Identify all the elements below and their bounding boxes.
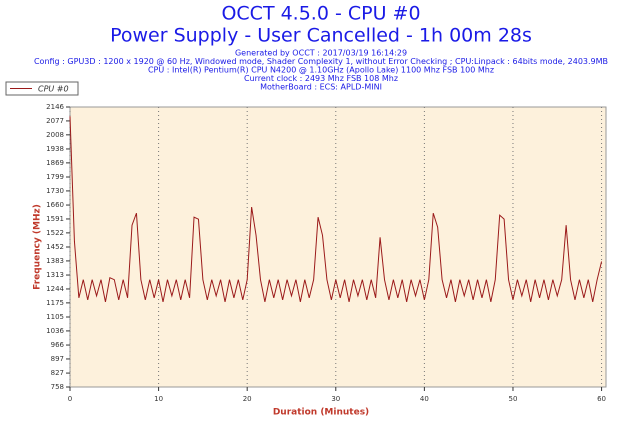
- y-axis-label: Frequency (MHz): [33, 204, 43, 290]
- info-line: Current clock : 2493 Mhz FSB 108 Mhz: [244, 74, 398, 83]
- info-line: Generated by OCCT : 2017/03/19 16:14:29: [235, 49, 407, 58]
- info-line: Config : GPU3D : 1200 x 1920 @ 60 Hz, Wi…: [34, 57, 608, 66]
- y-tick-label: 1869: [46, 159, 64, 167]
- y-tick-label: 1036: [46, 327, 64, 335]
- y-tick-label: 1938: [46, 145, 64, 153]
- y-tick-label: 1660: [46, 201, 64, 209]
- y-tick-label: 827: [51, 369, 64, 377]
- y-tick-label: 1244: [46, 285, 64, 293]
- y-tick-label: 758: [51, 383, 64, 391]
- y-tick-label: 1452: [46, 243, 64, 251]
- x-tick-label: 10: [154, 395, 163, 403]
- plot-area: [69, 106, 607, 388]
- chart-title: OCCT 4.5.0 - CPU #0: [221, 3, 420, 25]
- info-line: MotherBoard : ECS: APLD-MINI: [260, 83, 382, 92]
- y-tick-label: 1313: [46, 271, 64, 279]
- data-line: [69, 116, 603, 302]
- y-tick-label: 1105: [46, 313, 64, 321]
- y-tick-label: 2008: [46, 131, 64, 139]
- legend-label: CPU #0: [38, 85, 69, 94]
- y-tick-label: 1522: [46, 229, 64, 237]
- y-tick-label: 1730: [46, 187, 64, 195]
- y-tick-label: 1799: [46, 173, 64, 181]
- y-tick-label: 1383: [46, 257, 64, 265]
- x-tick-label: 50: [509, 395, 518, 403]
- y-tick-label: 966: [51, 341, 65, 349]
- y-tick-label: 2146: [46, 103, 64, 111]
- x-tick-label: 30: [331, 395, 340, 403]
- y-tick-label: 1175: [46, 299, 64, 307]
- y-tick-label: 897: [51, 355, 64, 363]
- x-tick-label: 40: [420, 395, 429, 403]
- y-tick-label: 1591: [46, 215, 64, 223]
- chart-subtitle: Power Supply - User Cancelled - 1h 00m 2…: [110, 25, 532, 47]
- legend: [5, 81, 79, 96]
- y-tick-label: 2077: [46, 117, 64, 125]
- info-line: CPU : Intel(R) Pentium(R) CPU N4200 @ 1.…: [148, 66, 494, 75]
- x-tick-label: 20: [243, 395, 252, 403]
- x-tick-label: 60: [597, 395, 606, 403]
- x-tick-label: 0: [68, 395, 72, 403]
- x-axis-label: Duration (Minutes): [273, 408, 369, 418]
